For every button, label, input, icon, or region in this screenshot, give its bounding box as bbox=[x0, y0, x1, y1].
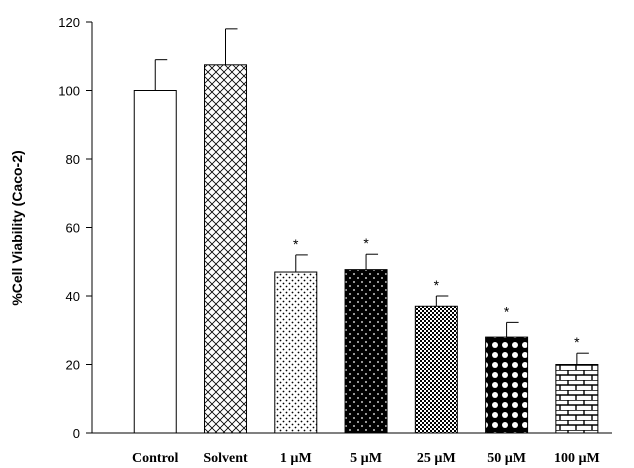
bar bbox=[344, 269, 388, 434]
x-tick-label: Control bbox=[132, 451, 179, 466]
bar bbox=[133, 90, 177, 434]
y-tick-label: 120 bbox=[58, 15, 80, 30]
y-tick-label: 60 bbox=[66, 221, 80, 236]
bar bbox=[204, 64, 248, 434]
x-tick-label: 5 µM bbox=[350, 451, 382, 466]
x-tick-label: Solvent bbox=[203, 451, 248, 466]
bar bbox=[414, 305, 458, 434]
significance-markers: * * * * * bbox=[293, 235, 580, 350]
category-labels: Control Solvent 1 µM 5 µM 25 µM 50 µM 100 µM bbox=[132, 451, 600, 466]
bar bbox=[485, 336, 529, 434]
bar bbox=[274, 271, 318, 434]
y-axis: 0 20 40 60 80 100 120 bbox=[58, 15, 93, 441]
y-tick-label: 0 bbox=[73, 426, 80, 441]
y-tick-label: 40 bbox=[66, 289, 80, 304]
y-tick-label: 100 bbox=[58, 84, 80, 99]
bar bbox=[555, 364, 599, 434]
significance-star: * bbox=[363, 235, 369, 251]
significance-star: * bbox=[574, 334, 580, 350]
x-tick-label: 25 µM bbox=[417, 451, 456, 466]
x-tick-label: 1 µM bbox=[280, 451, 312, 466]
y-axis-label: %Cell Viability (Caco-2) bbox=[9, 150, 25, 305]
significance-star: * bbox=[504, 303, 510, 319]
x-tick-label: 50 µM bbox=[487, 451, 526, 466]
significance-star: * bbox=[434, 277, 440, 293]
x-tick-label: 100 µM bbox=[554, 451, 600, 466]
y-tick-label: 80 bbox=[66, 152, 80, 167]
significance-star: * bbox=[293, 236, 299, 252]
y-tick-label: 20 bbox=[66, 358, 80, 373]
error-bars bbox=[154, 28, 589, 365]
bars bbox=[133, 64, 599, 434]
